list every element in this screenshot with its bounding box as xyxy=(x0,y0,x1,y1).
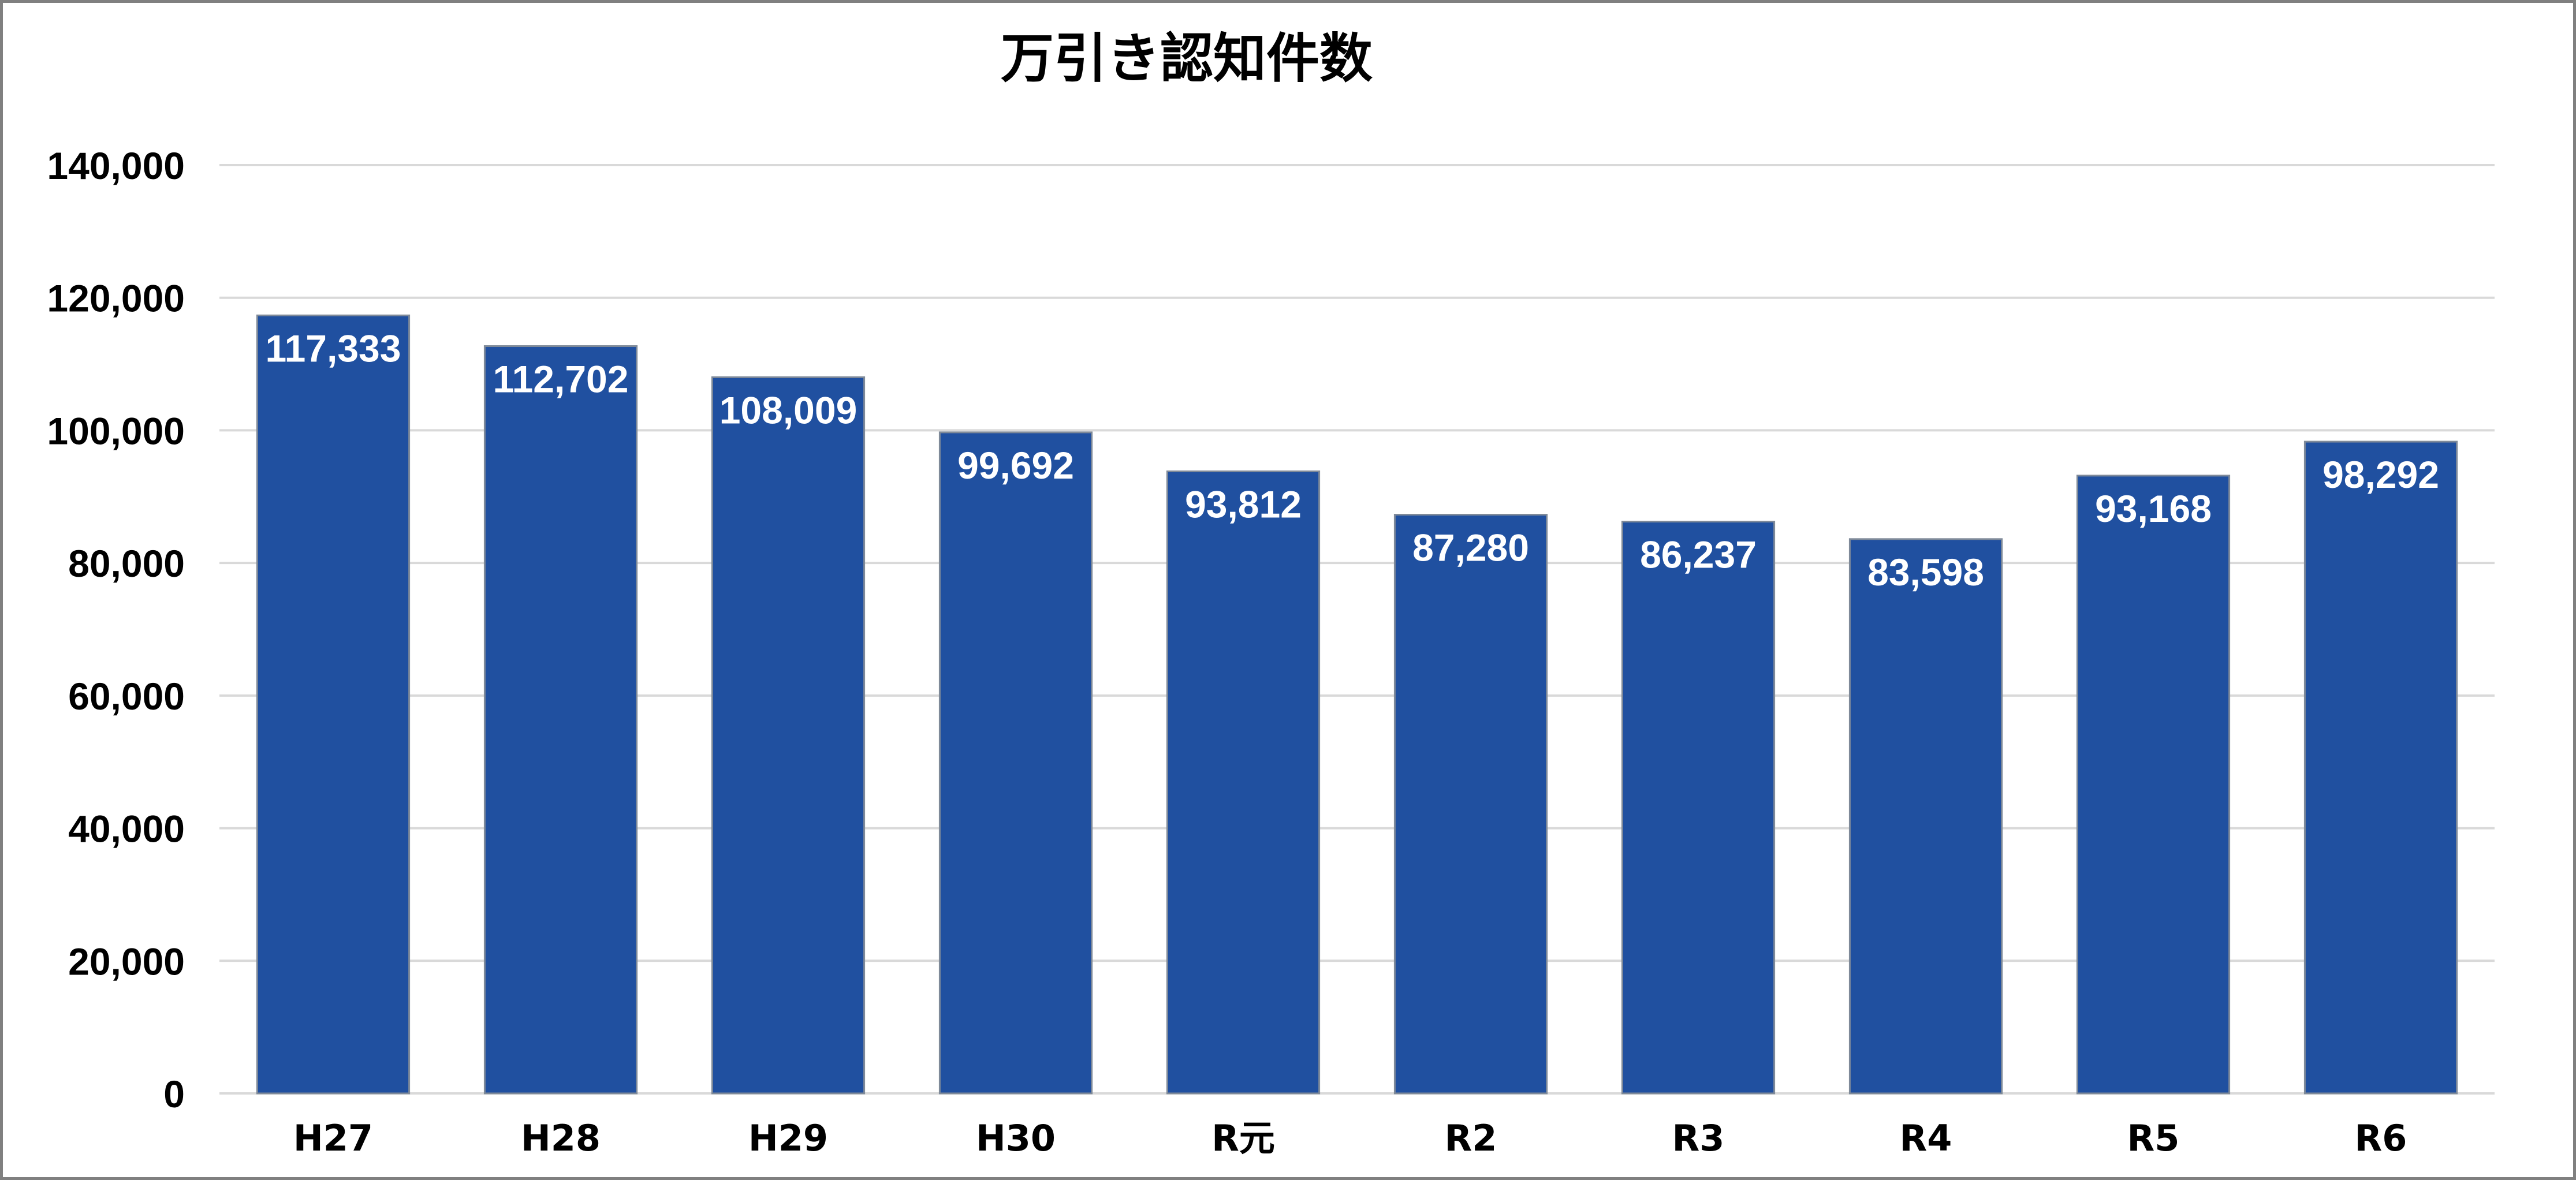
y-tick-label: 140,000 xyxy=(47,144,185,187)
bar xyxy=(1621,521,1776,1095)
chart-title: 万引き認知件数 xyxy=(1001,28,1373,89)
bar-chart: 万引き認知件数 0 20,000 40,000 60,000 80,000 100,000… xyxy=(47,28,2495,1159)
bar xyxy=(256,314,411,1095)
data-label: 98,292 xyxy=(2322,453,2439,496)
x-tick-label: H29 xyxy=(748,1117,828,1159)
bar xyxy=(938,431,1093,1095)
y-tick-label: 20,000 xyxy=(68,940,185,983)
x-tick-label: R2 xyxy=(1445,1117,1497,1159)
x-tick-label: H30 xyxy=(976,1117,1056,1159)
bar xyxy=(483,345,638,1095)
y-tick-label: 120,000 xyxy=(47,277,185,320)
y-tick-label: 80,000 xyxy=(68,542,185,585)
bar xyxy=(1848,538,2003,1095)
y-tick-label: 60,000 xyxy=(68,675,185,718)
bar xyxy=(1166,470,1321,1095)
y-axis: 0 20,000 40,000 60,000 80,000 100,000 120,000 1… xyxy=(47,144,185,1115)
data-label: 112,702 xyxy=(493,358,629,401)
x-tick-label: H28 xyxy=(521,1117,601,1159)
y-tick-label: 0 xyxy=(163,1073,185,1115)
data-label: 108,009 xyxy=(720,389,858,431)
y-tick-label: 100,000 xyxy=(47,409,185,452)
bar xyxy=(711,376,866,1095)
bars: 117,333 112,702 108,009 99,692 93,812 87,280 8… xyxy=(256,314,2458,1095)
x-axis: H27 H28 H29 H30 R元 R2 R3 R4 R5 R6 xyxy=(293,1117,2407,1159)
data-label: 87,280 xyxy=(1412,526,1529,569)
data-label: 99,692 xyxy=(957,444,1074,487)
x-tick-label: R4 xyxy=(1900,1117,1952,1159)
x-tick-label: R5 xyxy=(2127,1117,2180,1159)
data-label: 117,333 xyxy=(266,327,401,369)
y-tick-label: 40,000 xyxy=(68,808,185,850)
data-label: 83,598 xyxy=(1867,551,1984,593)
bar xyxy=(2303,440,2458,1095)
data-label: 93,812 xyxy=(1185,483,1302,526)
x-tick-label: R3 xyxy=(1672,1117,1725,1159)
x-tick-label: R元 xyxy=(1211,1117,1275,1159)
bar xyxy=(2076,475,2231,1095)
bar xyxy=(1393,514,1548,1095)
x-tick-label: H27 xyxy=(293,1117,373,1159)
data-label: 93,168 xyxy=(2095,487,2212,530)
x-tick-label: R6 xyxy=(2355,1117,2407,1159)
data-label: 86,237 xyxy=(1640,533,1757,576)
